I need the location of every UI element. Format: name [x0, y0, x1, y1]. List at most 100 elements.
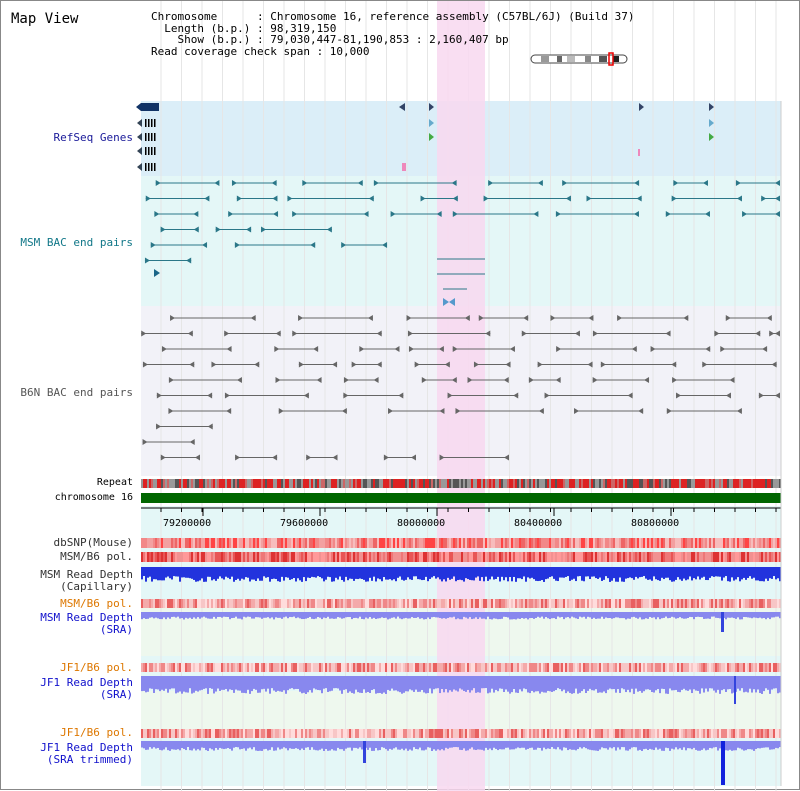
heat-cell: [671, 663, 673, 672]
heat-cell: [277, 729, 279, 738]
depth-bar: [501, 741, 503, 750]
depth-bar: [313, 676, 315, 689]
heat-cell: [387, 729, 389, 738]
depth-bar: [779, 676, 781, 693]
depth-bar: [415, 612, 417, 618]
heat-cell: [327, 729, 329, 738]
repeat-block: [495, 479, 497, 488]
depth-bar: [577, 567, 579, 577]
heat-cell: [201, 552, 203, 562]
heat-cell: [241, 552, 243, 562]
b6n-bac-pair-end: [168, 377, 174, 383]
depth-bar: [231, 741, 233, 751]
heat-cell: [219, 538, 221, 548]
depth-bar: [395, 567, 397, 582]
depth-bar: [413, 567, 415, 577]
heat-cell: [729, 729, 731, 738]
depth-bar: [431, 676, 433, 694]
depth-bar: [749, 741, 751, 750]
track-label-msm-bac[interactable]: MSM BAC end pairs: [20, 236, 133, 249]
depth-bar: [257, 567, 259, 579]
track-label-jf1-b6-pol-trimmed[interactable]: JF1/B6 pol.: [60, 726, 133, 739]
track-label-msm-b6-pol[interactable]: MSM/B6 pol.: [60, 550, 133, 563]
depth-bar: [445, 676, 447, 690]
depth-bar: [219, 741, 221, 748]
depth-bar: [509, 567, 511, 578]
depth-bar: [633, 612, 635, 617]
depth-bar: [197, 567, 199, 582]
depth-bar: [245, 676, 247, 694]
repeat-block: [741, 479, 743, 488]
heat-cell: [385, 599, 387, 608]
repeat-block: [147, 479, 149, 488]
heat-cell: [165, 599, 167, 608]
depth-bar: [221, 676, 223, 690]
heat-cell: [365, 729, 367, 738]
heat-cell: [551, 663, 553, 672]
depth-bar: [527, 676, 529, 693]
heat-cell: [463, 663, 465, 672]
heat-cell: [725, 729, 727, 738]
heat-cell: [285, 729, 287, 738]
heat-cell: [249, 663, 251, 672]
heat-cell: [239, 599, 241, 608]
track-label-jf1-depth-sra[interactable]: JF1 Read Depth (SRA): [40, 677, 133, 701]
depth-bar: [641, 567, 643, 577]
track-label-dbsnp[interactable]: dbSNP(Mouse): [53, 536, 133, 549]
heat-cell: [579, 552, 581, 562]
repeat-block: [245, 479, 247, 488]
track-label-refseq[interactable]: RefSeq Genes: [53, 131, 133, 144]
heat-cell: [475, 552, 477, 562]
heat-cell: [683, 729, 685, 738]
heat-cell: [405, 599, 407, 608]
heat-cell: [443, 538, 445, 548]
heat-cell: [643, 663, 645, 672]
heat-cell: [609, 552, 611, 562]
track-label-msm-depth-sra[interactable]: MSM Read Depth (SRA): [40, 612, 133, 636]
heat-cell: [387, 552, 389, 562]
refseq-exon: [154, 119, 156, 127]
track-label-jf1-b6-pol[interactable]: JF1/B6 pol.: [60, 661, 133, 674]
heat-cell: [765, 552, 767, 562]
track-label-msm-depth-capillary[interactable]: MSM Read Depth (Capillary): [40, 569, 133, 593]
msm-bac-pair-end: [202, 242, 208, 248]
repeat-block: [491, 479, 493, 488]
depth-bar: [521, 741, 523, 748]
heat-cell: [659, 552, 661, 562]
heat-cell: [573, 538, 575, 548]
depth-bar: [729, 741, 731, 750]
depth-bar: [471, 612, 473, 620]
msm-bac-pair-end: [488, 180, 494, 186]
heat-cell: [731, 663, 733, 672]
depth-bar: [633, 676, 635, 694]
depth-bar: [459, 567, 461, 580]
heat-cell: [357, 599, 359, 608]
depth-bar: [447, 612, 449, 618]
depth-bar: [283, 567, 285, 581]
depth-bar: [251, 567, 253, 580]
depth-bar: [513, 676, 515, 690]
depth-bar: [617, 676, 619, 690]
track-label-repeat[interactable]: Repeat: [96, 477, 133, 488]
heat-cell: [623, 552, 625, 562]
heat-cell: [727, 599, 729, 608]
depth-bar: [707, 612, 709, 619]
track-label-msm-b6-pol-sra[interactable]: MSM/B6 pol.: [60, 597, 133, 610]
depth-bar: [213, 676, 215, 694]
track-label-jf1-depth-trimmed[interactable]: JF1 Read Depth (SRA trimmed): [40, 742, 133, 766]
heat-cell: [155, 599, 157, 608]
depth-bar: [141, 567, 143, 580]
depth-bar: [627, 676, 629, 690]
heat-cell: [377, 599, 379, 608]
b6n-bac-pair-end: [438, 346, 444, 352]
heat-cell: [621, 538, 623, 548]
depth-bar: [393, 567, 395, 580]
heat-cell: [385, 538, 387, 548]
track-label-b6n-bac[interactable]: B6N BAC end pairs: [20, 386, 133, 399]
heat-cell: [225, 663, 227, 672]
heat-cell: [605, 599, 607, 608]
depth-bar: [487, 567, 489, 581]
depth-bar: [485, 741, 487, 748]
depth-bar: [219, 676, 221, 691]
